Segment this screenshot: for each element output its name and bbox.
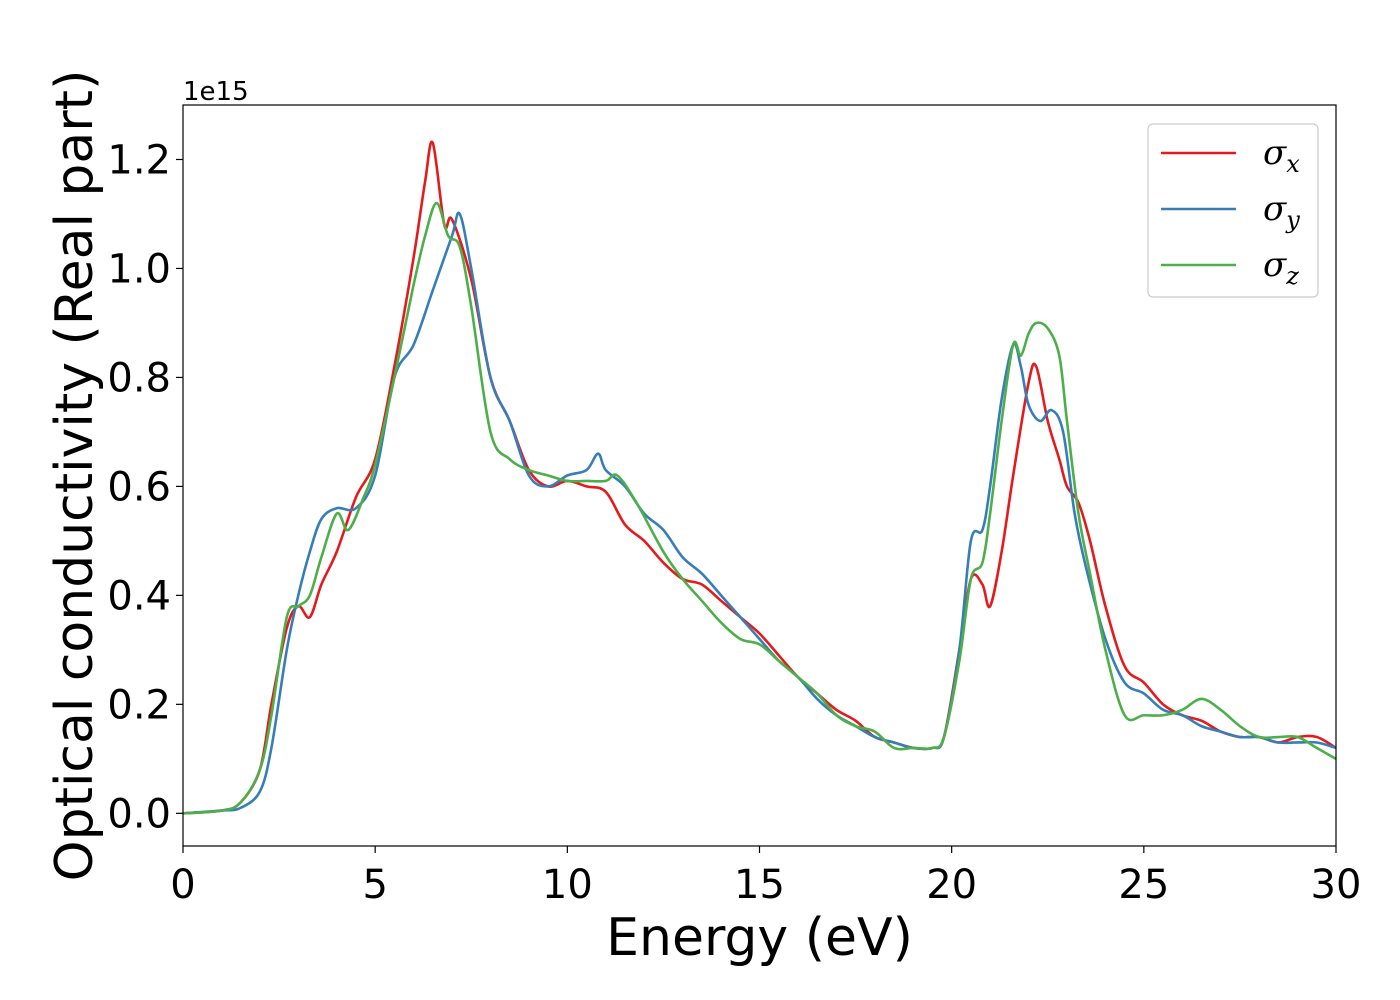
y-offset-label: 1e15 — [183, 77, 249, 107]
plot-lines — [182, 140, 1337, 815]
y-tick-label: 0.8 — [107, 355, 171, 401]
series-line-z — [182, 201, 1337, 815]
x-tick-label: 15 — [734, 862, 785, 908]
x-axis-title: Energy (eV) — [606, 908, 913, 968]
x-tick-label: 10 — [542, 862, 593, 908]
y-tick-label: 1.2 — [107, 137, 171, 183]
x-tick-label: 0 — [170, 862, 195, 908]
y-tick-label: 0.0 — [107, 791, 171, 837]
x-tick-label: 25 — [1118, 862, 1169, 908]
x-tick-label: 20 — [926, 862, 977, 908]
x-tick-label: 5 — [362, 862, 387, 908]
legend-box — [1147, 123, 1319, 298]
x-tick-label: 30 — [1311, 862, 1362, 908]
y-tick-label: 1.0 — [107, 246, 171, 292]
legend-label-y: σy — [1263, 189, 1300, 234]
legend-label-z: σz — [1263, 245, 1299, 290]
y-tick-label: 0.2 — [107, 682, 171, 728]
y-tick-label: 0.4 — [107, 573, 171, 619]
legend: σx σy σz — [1147, 123, 1319, 298]
y-tick-label: 0.6 — [107, 464, 171, 510]
y-axis-title: Optical conductivity (Real part) — [45, 70, 105, 882]
legend-label-x: σx — [1263, 133, 1300, 178]
axis-ticks: 0 5 10 15 20 25 30 0.0 0.2 0.4 0.6 0.8 1.0 1.2 — [107, 137, 1361, 908]
